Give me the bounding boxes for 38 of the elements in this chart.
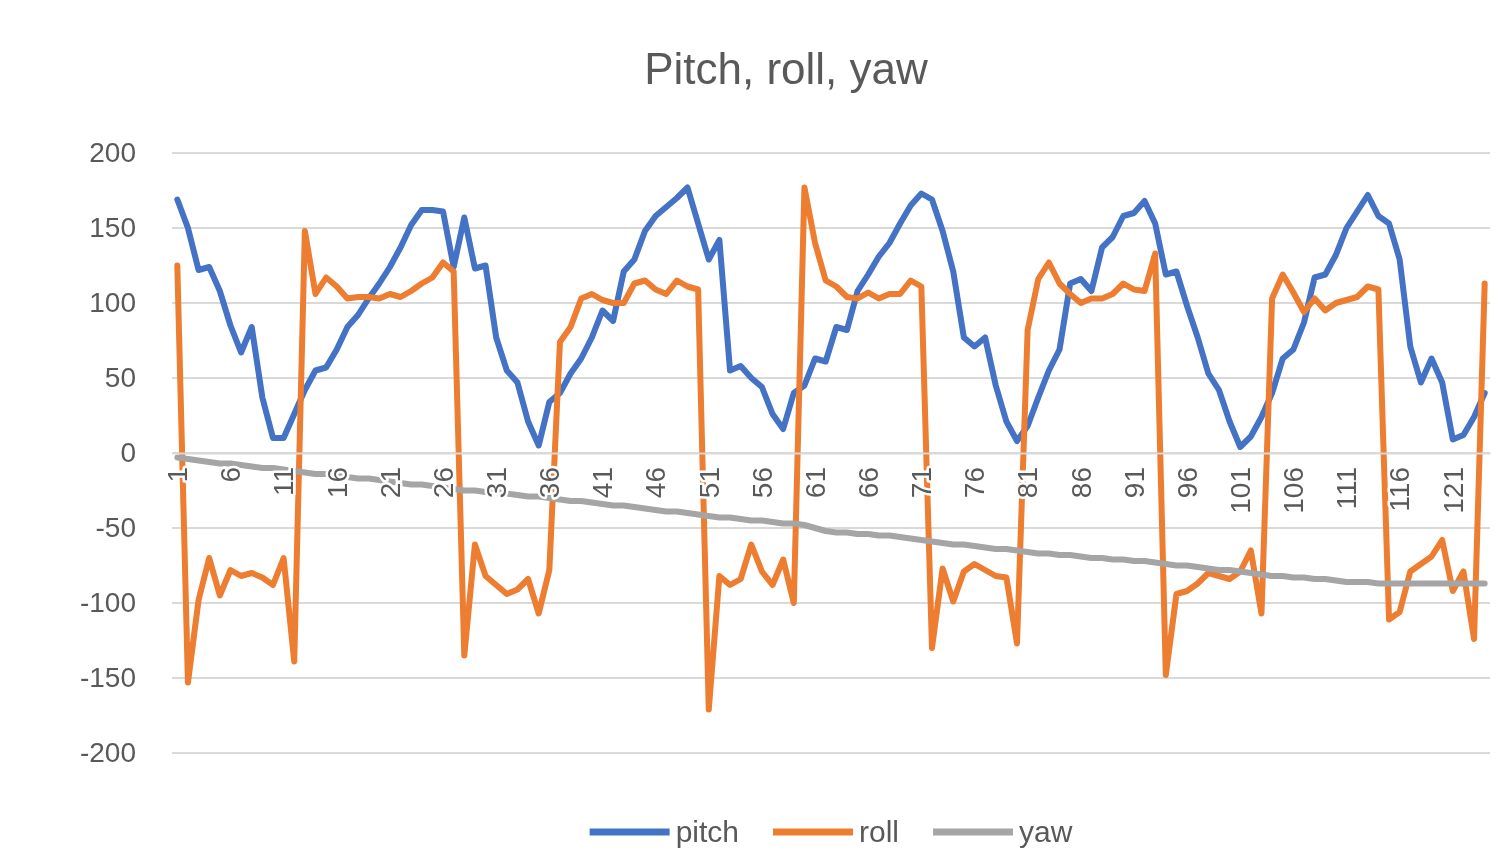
- x-tick-label: 76: [959, 467, 991, 499]
- x-tick-label: 6: [215, 467, 247, 483]
- y-tick-label: 100: [89, 287, 136, 319]
- y-tick-label: 50: [104, 362, 136, 394]
- x-tick-label: 16: [321, 467, 353, 499]
- x-tick-label: 96: [1171, 467, 1203, 499]
- x-tick-label: 86: [1065, 467, 1097, 499]
- x-tick-label: 21: [374, 467, 406, 499]
- x-tick-label: 56: [746, 467, 778, 499]
- y-tick-label: -150: [79, 662, 136, 694]
- x-tick-label: 106: [1278, 467, 1310, 514]
- x-tick-label: 31: [480, 467, 512, 499]
- x-tick-label: 36: [534, 467, 566, 499]
- x-tick-label: 71: [906, 467, 938, 499]
- chart-title: Pitch, roll, yaw: [644, 44, 929, 93]
- legend-label: roll: [859, 815, 900, 848]
- y-tick-label: 150: [89, 212, 136, 244]
- x-tick-label: 101: [1225, 467, 1257, 514]
- x-tick-label: 111: [1331, 467, 1363, 510]
- x-tick-label: 26: [427, 467, 459, 499]
- x-tick-label: 51: [693, 467, 725, 499]
- x-tick-label: 46: [640, 467, 672, 499]
- x-tick-label: 61: [799, 467, 831, 499]
- x-tick-label: 66: [853, 467, 884, 499]
- x-tick-label: 1: [162, 467, 194, 483]
- legend-label: pitch: [675, 815, 739, 848]
- legend-label: yaw: [1019, 815, 1073, 848]
- y-tick-label: -50: [95, 512, 136, 544]
- y-tick-label: -200: [79, 737, 136, 769]
- x-tick-label: 11: [268, 467, 300, 497]
- x-tick-label: 121: [1437, 467, 1469, 514]
- x-tick-label: 91: [1118, 467, 1150, 499]
- x-tick-label: 116: [1384, 467, 1416, 512]
- y-tick-label: 200: [89, 137, 136, 169]
- x-tick-label: 41: [587, 467, 619, 499]
- y-tick-label: 0: [120, 437, 136, 469]
- y-tick-label: -100: [79, 587, 136, 619]
- x-tick-label: 81: [1012, 467, 1044, 499]
